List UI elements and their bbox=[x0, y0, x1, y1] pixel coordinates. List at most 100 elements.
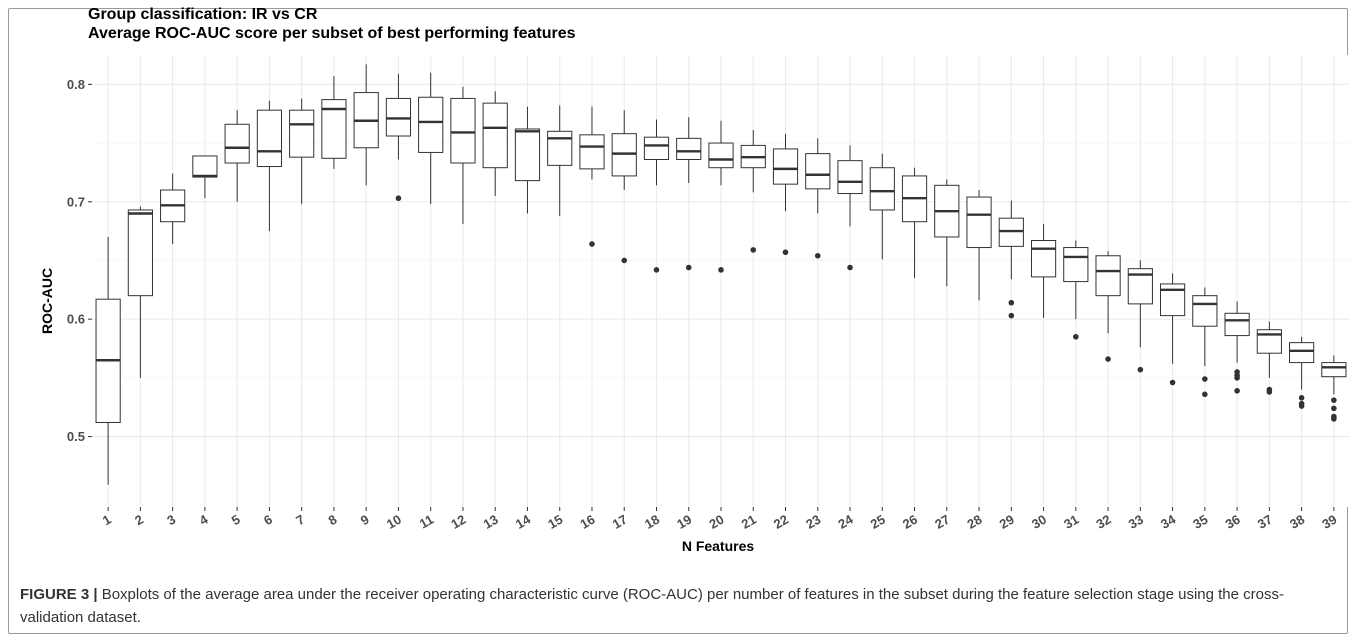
box-27 bbox=[934, 179, 960, 287]
figure-caption: FIGURE 3 | Boxplots of the average area … bbox=[20, 583, 1320, 629]
box-32 bbox=[1095, 251, 1121, 362]
box-23 bbox=[805, 138, 831, 259]
x-tick-label: 22 bbox=[771, 512, 791, 532]
x-tick-label: 12 bbox=[448, 512, 468, 532]
box-33 bbox=[1127, 260, 1153, 373]
x-tick-label: 21 bbox=[739, 512, 759, 532]
box-body bbox=[224, 123, 250, 164]
x-tick-label: 29 bbox=[997, 512, 1017, 532]
x-tick-label: 6 bbox=[261, 512, 275, 529]
outlier-point bbox=[1266, 389, 1273, 395]
box-body bbox=[514, 128, 541, 182]
box-34 bbox=[1159, 273, 1186, 386]
y-axis: 0.5 0.6 0.7 0.8 bbox=[67, 77, 92, 444]
box-18 bbox=[643, 119, 670, 273]
outlier-point bbox=[814, 252, 821, 259]
x-tick-label: 19 bbox=[674, 512, 694, 532]
box-body bbox=[676, 137, 702, 160]
y-tick-label: 0.6 bbox=[67, 312, 85, 327]
box-10 bbox=[385, 73, 412, 202]
x-tick-label: 30 bbox=[1029, 512, 1049, 532]
box-8 bbox=[321, 76, 347, 169]
caption-text: Boxplots of the average area under the r… bbox=[20, 586, 1284, 626]
x-tick-label: 32 bbox=[1094, 512, 1114, 532]
x-axis-label: N Features bbox=[682, 538, 755, 554]
box-body bbox=[192, 155, 218, 178]
box-1 bbox=[95, 236, 121, 485]
y-tick-label: 0.5 bbox=[67, 429, 85, 444]
chart-subtitle: Average ROC-AUC score per subset of best… bbox=[88, 25, 576, 42]
x-tick-label: 34 bbox=[1158, 511, 1179, 532]
box-17 bbox=[611, 110, 637, 264]
outlier-point bbox=[1008, 312, 1015, 319]
box-9 bbox=[353, 64, 379, 186]
x-tick-label: 25 bbox=[868, 512, 888, 532]
box-body bbox=[1030, 239, 1057, 278]
outlier-point bbox=[1234, 375, 1240, 381]
outlier-point bbox=[1331, 397, 1337, 403]
x-tick-label: 8 bbox=[326, 512, 340, 529]
x-tick-label: 28 bbox=[965, 512, 985, 532]
box-19 bbox=[676, 117, 702, 271]
y-axis-label: ROC-AUC bbox=[39, 268, 55, 334]
box-body bbox=[450, 97, 476, 164]
box-31 bbox=[1063, 240, 1089, 340]
x-tick-label: 14 bbox=[513, 511, 534, 532]
box-6 bbox=[256, 100, 283, 232]
box-37 bbox=[1256, 321, 1282, 395]
outlier-point bbox=[653, 267, 660, 273]
box-28 bbox=[966, 190, 992, 301]
x-tick-label: 2 bbox=[132, 512, 146, 529]
outlier-point bbox=[685, 264, 692, 271]
outlier-point bbox=[782, 249, 789, 256]
outlier-point bbox=[750, 247, 757, 253]
x-tick-label: 1 bbox=[100, 512, 114, 529]
x-tick-label: 23 bbox=[803, 512, 823, 532]
box-2 bbox=[127, 206, 153, 378]
box-7 bbox=[289, 98, 315, 205]
outlier-point bbox=[1331, 416, 1337, 422]
box-35 bbox=[1192, 287, 1218, 398]
box-body bbox=[837, 160, 863, 195]
outlier-point bbox=[1234, 387, 1240, 394]
box-14 bbox=[514, 106, 541, 214]
box-15 bbox=[547, 105, 573, 216]
box-13 bbox=[482, 91, 508, 196]
box-body bbox=[127, 209, 153, 297]
x-tick-label: 36 bbox=[1223, 512, 1243, 532]
box-body bbox=[1321, 362, 1347, 378]
box-body bbox=[772, 148, 799, 185]
x-tick-label: 16 bbox=[577, 512, 597, 532]
x-tick-label: 38 bbox=[1287, 512, 1307, 532]
outlier-point bbox=[718, 267, 724, 273]
box-body bbox=[289, 109, 315, 158]
box-body bbox=[547, 130, 573, 166]
x-tick-label: 4 bbox=[197, 511, 211, 528]
chart-title: Group classification: IR vs CR bbox=[88, 6, 318, 23]
x-tick-label: 17 bbox=[610, 512, 630, 532]
x-tick-label: 39 bbox=[1319, 512, 1339, 532]
box-22 bbox=[772, 133, 799, 256]
x-tick-label: 37 bbox=[1255, 512, 1275, 532]
box-24 bbox=[837, 145, 863, 271]
x-tick-label: 11 bbox=[417, 512, 436, 532]
outlier-point bbox=[1298, 403, 1305, 409]
outlier-point bbox=[1169, 379, 1176, 386]
outlier-point bbox=[1331, 405, 1337, 412]
outlier-point bbox=[1008, 299, 1015, 306]
box-body bbox=[966, 196, 992, 249]
box-body bbox=[1063, 247, 1089, 283]
x-tick-label: 13 bbox=[481, 512, 501, 532]
box-body bbox=[1192, 295, 1218, 327]
box-body bbox=[1224, 312, 1250, 337]
outlier-point bbox=[1105, 356, 1111, 362]
x-tick-label: 35 bbox=[1190, 512, 1210, 532]
x-tick-label: 26 bbox=[900, 512, 920, 532]
box-body bbox=[482, 102, 508, 169]
y-tick-label: 0.8 bbox=[67, 77, 85, 92]
box-body bbox=[418, 96, 444, 153]
outlier-point bbox=[1202, 391, 1208, 398]
box-30 bbox=[1030, 224, 1057, 318]
x-tick-label: 27 bbox=[932, 512, 952, 532]
box-body bbox=[643, 136, 670, 160]
